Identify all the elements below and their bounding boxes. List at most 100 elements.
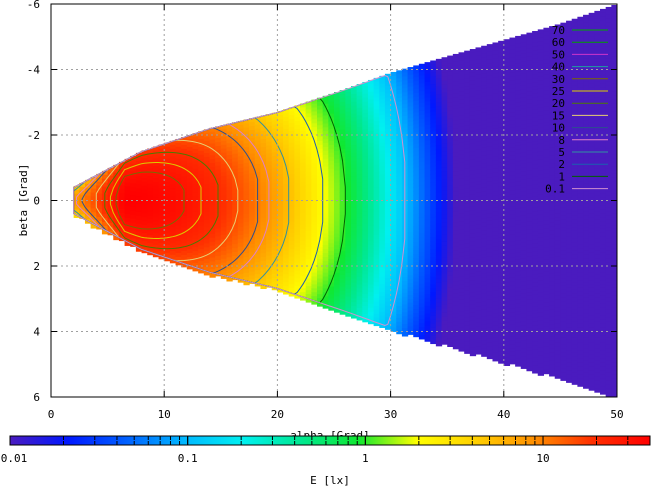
heatmap-cell — [328, 290, 335, 295]
heatmap-cell — [464, 172, 471, 178]
heatmap-cell — [305, 144, 312, 150]
heatmap-cell — [560, 305, 567, 311]
heatmap-cell — [413, 320, 420, 326]
heatmap-cell — [311, 197, 318, 203]
heatmap-cell — [543, 275, 550, 280]
heatmap-cell — [271, 246, 278, 251]
heatmap-cell — [424, 254, 431, 260]
heatmap-cell — [458, 268, 465, 273]
heatmap-cell — [498, 249, 505, 254]
heatmap-cell — [175, 190, 182, 195]
heatmap-cell — [452, 73, 460, 79]
heatmap-cell — [503, 357, 511, 363]
heatmap-cell — [441, 186, 448, 192]
heatmap-cell — [390, 248, 397, 254]
heatmap-cell — [424, 136, 431, 142]
heatmap-cell — [373, 121, 380, 126]
heatmap-cell — [441, 320, 448, 326]
heatmap-cell — [543, 55, 550, 60]
heatmap-cell — [418, 307, 426, 312]
heatmap-cell — [583, 289, 590, 295]
heatmap-cell — [288, 107, 295, 112]
heatmap-cell — [288, 193, 295, 199]
heatmap-cell — [135, 156, 143, 162]
heatmap-cell — [237, 242, 245, 248]
heatmap-cell — [583, 380, 590, 385]
heatmap-cell — [226, 166, 233, 172]
heatmap-cell — [373, 313, 380, 319]
heatmap-cell — [537, 331, 545, 337]
heatmap-cell — [543, 78, 550, 84]
heatmap-cell — [418, 260, 426, 265]
heatmap-cell — [424, 250, 431, 256]
heatmap-cell — [334, 99, 341, 105]
heatmap-cell — [503, 82, 511, 87]
heatmap-cell — [186, 209, 194, 215]
heatmap-cell — [566, 252, 573, 258]
heatmap-cell — [583, 152, 590, 157]
heatmap-cell — [192, 200, 199, 205]
heatmap-cell — [232, 161, 239, 167]
heatmap-cell — [113, 235, 120, 241]
heatmap-cell — [498, 162, 505, 168]
heatmap-cell — [475, 165, 482, 170]
heatmap-cell — [492, 89, 499, 95]
heatmap-cell — [566, 201, 573, 207]
heatmap-cell — [367, 264, 375, 270]
heatmap-cell — [243, 139, 250, 144]
heatmap-cell — [311, 115, 318, 120]
heatmap-cell — [492, 156, 499, 161]
heatmap-cell — [339, 243, 346, 248]
heatmap-cell — [566, 83, 573, 89]
heatmap-cell — [373, 187, 380, 193]
heatmap-cell — [452, 85, 460, 90]
heatmap-cell — [249, 236, 256, 241]
heatmap-cell — [181, 227, 188, 232]
heatmap-cell — [424, 219, 431, 224]
heatmap-cell — [435, 333, 443, 339]
heatmap-cell — [503, 227, 511, 233]
heatmap-cell — [362, 101, 369, 107]
heatmap-cell — [305, 227, 312, 232]
heatmap-cell — [520, 203, 528, 208]
heatmap-cell — [526, 366, 533, 372]
heatmap-cell — [520, 77, 528, 83]
heatmap-cell — [560, 65, 567, 71]
heatmap-cell — [396, 82, 403, 87]
heatmap-cell — [124, 170, 131, 176]
heatmap-cell — [566, 221, 573, 226]
heatmap-cell — [509, 253, 516, 259]
heatmap-cell — [328, 200, 335, 205]
heatmap-cell — [350, 219, 358, 225]
heatmap-cell — [577, 181, 584, 187]
heatmap-cell — [526, 146, 533, 152]
heatmap-cell — [532, 278, 539, 284]
heatmap-cell — [396, 148, 403, 154]
heatmap-cell — [424, 246, 431, 252]
heatmap-cell — [452, 336, 460, 342]
heatmap-cell — [356, 158, 363, 164]
heatmap-cell — [339, 141, 346, 146]
heatmap-cell — [305, 156, 312, 162]
heatmap-cell — [554, 44, 561, 49]
heatmap-cell — [430, 64, 437, 69]
heatmap-cell — [435, 145, 443, 150]
heatmap-cell — [317, 219, 324, 225]
heatmap-cell — [130, 175, 137, 181]
heatmap-cell — [566, 374, 573, 379]
heatmap-cell — [430, 194, 437, 199]
heatmap-cell — [526, 142, 533, 148]
heatmap-cell — [334, 241, 341, 246]
heatmap-cell — [447, 295, 454, 300]
heatmap-cell — [424, 172, 431, 177]
heatmap-cell — [464, 125, 471, 130]
heatmap-cell — [203, 156, 211, 162]
heatmap-cell — [249, 271, 256, 277]
heatmap-cell — [305, 231, 312, 236]
heatmap-cell — [367, 83, 375, 89]
heatmap-cell — [271, 175, 278, 181]
heatmap-cell — [469, 273, 477, 278]
heatmap-cell — [481, 195, 488, 200]
heatmap-cell — [532, 341, 539, 347]
heatmap-cell — [532, 270, 539, 276]
